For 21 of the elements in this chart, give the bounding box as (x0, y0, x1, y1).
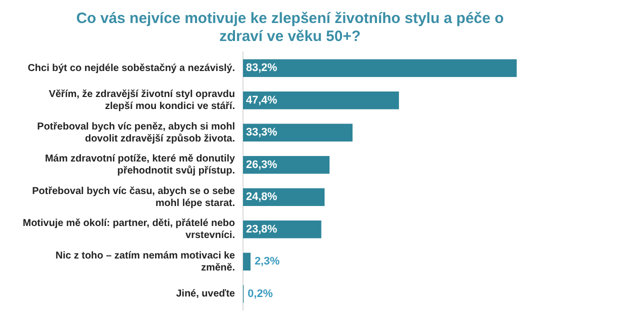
data-label: 26,3% (246, 158, 278, 171)
data-label: 2,3% (254, 256, 280, 268)
y-tick-label: Mám zdravotní potíže, které mě donutily přehodnotit svůj přístup. (44, 154, 236, 177)
bar (243, 92, 399, 110)
data-label: 0,2% (248, 288, 273, 300)
data-label: 23,8% (246, 223, 278, 236)
y-tick-label: Chci být co nejdéle soběstačný a nezávislý. (28, 62, 236, 74)
y-tick-label: Motivuje mě okolí: partner, děti, přátelé nebo vrstevníci. (22, 218, 236, 242)
y-tick-label: Nic z toho – zatím nemám motivaci ke změně. (56, 250, 236, 274)
bar (243, 59, 517, 77)
data-label: 33,3% (246, 126, 278, 139)
bar (243, 124, 353, 142)
y-tick-label: Potřeboval bych víc peněz, abych si mohl dovolit zdravější způsob života. (37, 121, 236, 144)
y-tick-label: Jiné, uveďte (176, 288, 236, 300)
data-label: 24,8% (246, 191, 278, 204)
data-label: 83,2% (246, 62, 278, 74)
y-tick-label: Potřeboval bych víc času, abych se o sebe mohl lépe starat. (32, 186, 236, 209)
data-label: 47,4% (246, 94, 278, 106)
bar (243, 252, 251, 270)
y-tick-label: Věřím, že zdravější životní styl opravdu zlepší mou kondici ve stáří. (48, 89, 236, 112)
chart-title: Co vás nejvíce motivuje ke zlepšení životního stylu a péče o zdraví ve věku 50+? (76, 10, 504, 46)
